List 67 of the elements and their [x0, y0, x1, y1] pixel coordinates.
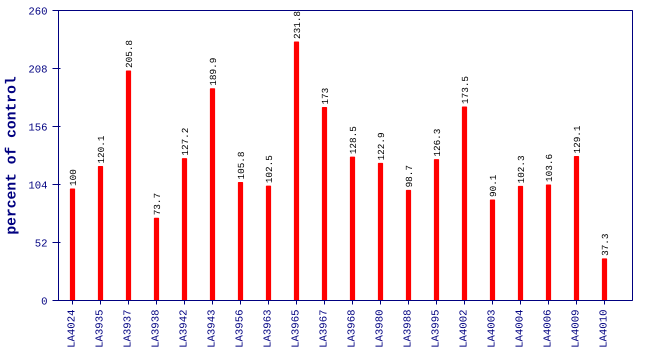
bar	[322, 107, 328, 300]
bar	[406, 190, 412, 300]
y-tick-label: 104	[28, 180, 48, 192]
data-label: 126.3	[432, 128, 443, 157]
y-tick-label: 208	[28, 64, 48, 76]
bar	[490, 200, 496, 300]
bar	[574, 156, 580, 300]
y-tick-label: 0	[41, 296, 48, 308]
x-tick-label: LA4024	[66, 309, 78, 348]
bar	[266, 186, 272, 300]
data-label: 90.1	[488, 174, 499, 198]
data-label: 103.6	[544, 154, 555, 182]
data-label: 173	[320, 88, 331, 105]
data-label: 73.7	[152, 192, 163, 216]
bar	[182, 158, 188, 300]
x-tick-label: LA3968	[346, 309, 358, 348]
y-tick-label: 260	[28, 6, 48, 18]
bar	[602, 258, 608, 300]
x-tick-label: LA3967	[318, 309, 330, 348]
x-tick-label: LA4002	[458, 309, 470, 348]
x-tick-label: LA3942	[178, 309, 190, 348]
data-label: 98.7	[404, 165, 415, 188]
bar	[546, 184, 552, 300]
x-tick-label: LA3965	[290, 309, 302, 348]
bar	[238, 182, 244, 300]
bar	[70, 188, 76, 300]
bar	[98, 166, 104, 300]
data-label: 129.1	[572, 125, 583, 154]
data-label: 120.1	[96, 135, 107, 164]
bar	[462, 106, 468, 300]
data-label: 231.8	[292, 10, 303, 39]
bar	[294, 41, 300, 300]
bar	[350, 156, 356, 300]
data-label: 122.9	[376, 132, 387, 160]
x-tick-label: LA3956	[234, 309, 246, 348]
data-label: 128.5	[348, 126, 359, 154]
data-label: 205.8	[124, 40, 135, 68]
data-label: 105.8	[236, 151, 247, 180]
x-tick-label: LA3995	[430, 309, 442, 348]
x-tick-label: LA3963	[262, 309, 274, 348]
data-label: 127.2	[180, 128, 191, 156]
bar	[154, 218, 160, 300]
y-tick-label: 52	[34, 238, 48, 250]
y-tick-label: 156	[28, 122, 48, 134]
x-tick-label: LA3935	[94, 309, 106, 348]
data-label: 173.5	[460, 76, 471, 104]
y-axis-title: percent of control	[4, 76, 20, 235]
x-tick-label: LA3980	[374, 309, 386, 348]
x-tick-label: LA4010	[598, 309, 610, 348]
bar	[126, 70, 132, 300]
bar	[518, 186, 524, 300]
x-tick-label: LA4003	[486, 309, 498, 348]
x-tick-label: LA3988	[402, 309, 414, 348]
data-label: 102.5	[264, 155, 275, 184]
x-tick-label: LA3943	[206, 309, 218, 348]
data-label: 189.9	[208, 58, 219, 86]
data-label: 102.3	[516, 155, 527, 184]
x-tick-label: LA4006	[542, 309, 554, 348]
bar	[210, 88, 216, 300]
data-label: 100	[68, 168, 79, 186]
bar	[434, 159, 440, 300]
x-tick-label: LA3938	[150, 309, 162, 348]
x-tick-label: LA4009	[570, 309, 582, 348]
bar	[378, 162, 384, 300]
x-tick-label: LA3937	[122, 309, 134, 348]
x-tick-label: LA4004	[514, 309, 526, 348]
data-label: 37.3	[600, 233, 611, 256]
